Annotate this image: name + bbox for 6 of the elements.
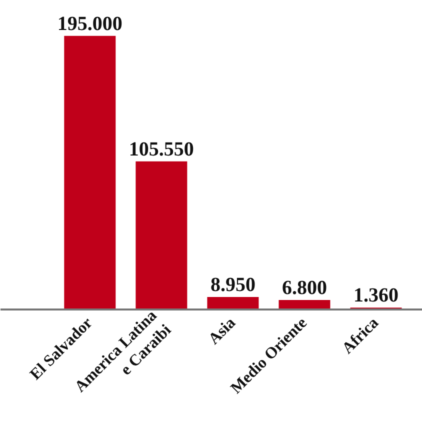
data-label: 6.800 — [282, 276, 327, 299]
data-label: 105.550 — [128, 138, 194, 160]
data-label: 8.950 — [210, 274, 256, 296]
x-tick-label: Asia — [206, 314, 239, 348]
data-label: 195.000 — [57, 12, 122, 35]
data-label: 1.360 — [354, 284, 399, 307]
